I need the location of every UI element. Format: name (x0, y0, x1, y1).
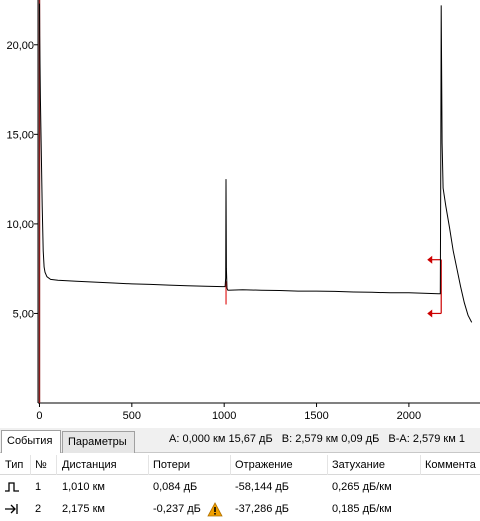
tab-events[interactable]: События (1, 430, 61, 453)
x-tick-label: 1500 (304, 410, 328, 422)
column-header-type[interactable]: Тип (5, 459, 24, 471)
row-number: 1 (35, 481, 42, 493)
y-tick-label: 10,00 (6, 219, 34, 231)
tab-events-label: События (7, 435, 53, 447)
cursor-ba-readout: B-A: 2,579 км 1 (388, 433, 465, 445)
cursor-readout: A: 0,000 км 15,67 дБ B: 2,579 км 0,09 дБ… (169, 433, 471, 445)
event-bracket-arrow-top (427, 255, 433, 264)
row-attenuation: 0,265 дБ/км (332, 481, 392, 493)
column-header-attenuation[interactable]: Затухание (332, 459, 386, 471)
row-distance: 1,010 км (62, 481, 105, 493)
table-row[interactable]: 1 1,010 км 0,084 дБ -58,144 дБ 0,265 дБ/… (0, 477, 480, 499)
y-tick-label: 5,00 (13, 308, 34, 320)
cursor-b-readout: B: 2,579 км 0,09 дБ (281, 433, 380, 445)
row-loss: -0,237 дБ (153, 503, 201, 515)
x-tick-label: 1000 (212, 410, 236, 422)
x-tick-label: 0 (36, 410, 42, 422)
row-attenuation: 0,185 дБ/км (332, 503, 392, 515)
status-bar: События Параметры A: 0,000 км 15,67 дБ B… (0, 428, 480, 453)
tab-params[interactable]: Параметры (62, 431, 135, 453)
y-tick-label: 15,00 (6, 129, 34, 141)
warning-icon (207, 502, 223, 520)
end-of-fiber-icon (4, 502, 20, 519)
reflective-event-icon (4, 480, 20, 497)
events-table: Тип № Дистанция Потери Отражение Затухан… (0, 453, 480, 520)
row-loss: 0,084 дБ (153, 481, 198, 493)
column-header-reflection[interactable]: Отражение (235, 459, 293, 471)
row-reflection: -37,286 дБ (235, 503, 290, 515)
column-header-distance[interactable]: Дистанция (62, 459, 117, 471)
tab-params-label: Параметры (68, 436, 127, 448)
trace-plot[interactable]: 5,00 10,00 15,00 20,00 0 500 1000 1500 2000 (0, 0, 480, 428)
row-distance: 2,175 км (62, 503, 105, 515)
y-tick-label: 20,00 (6, 40, 34, 52)
table-header: Тип № Дистанция Потери Отражение Затухан… (0, 455, 480, 475)
event-bracket-arrow-bottom (427, 309, 433, 318)
x-tick-label: 500 (123, 410, 141, 422)
otdr-trace-chart[interactable]: 5,00 10,00 15,00 20,00 0 500 1000 1500 2000 (0, 0, 480, 428)
trace-series-line (39, 3, 473, 323)
column-header-comment[interactable]: Коммента (425, 459, 476, 471)
cursor-a-readout: A: 0,000 км 15,67 дБ (169, 433, 273, 445)
row-number: 2 (35, 503, 42, 515)
column-header-number[interactable]: № (35, 459, 47, 471)
row-reflection: -58,144 дБ (235, 481, 290, 493)
column-header-loss[interactable]: Потери (153, 459, 191, 471)
x-tick-label: 2000 (397, 410, 421, 422)
table-row[interactable]: 2 2,175 км -0,237 дБ -37,286 дБ 0,185 дБ… (0, 499, 480, 521)
